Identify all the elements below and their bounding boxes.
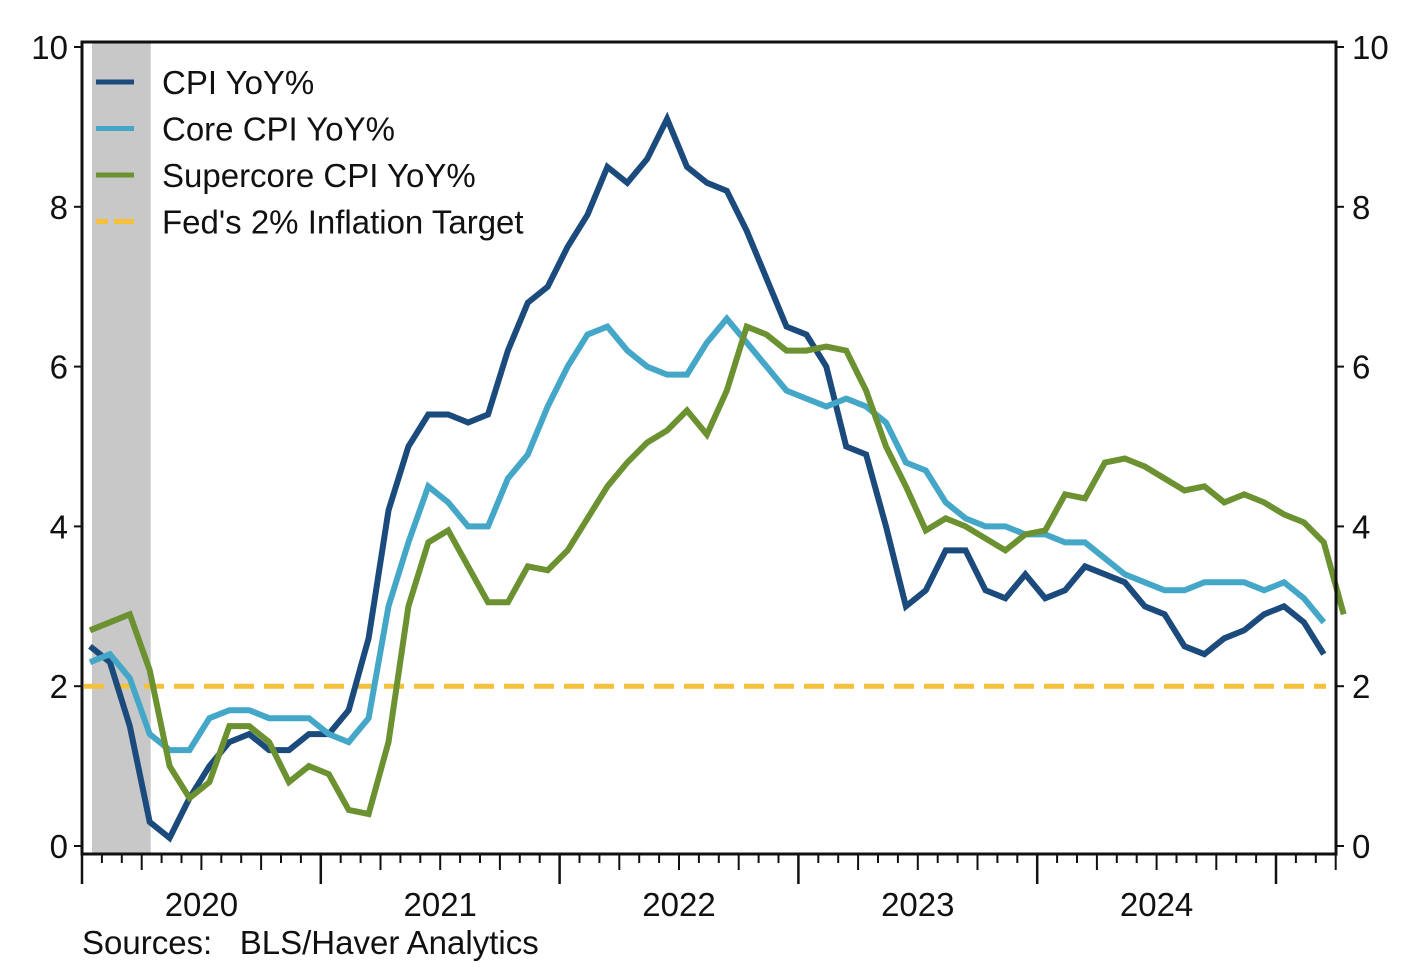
y-tick-label-right: 8: [1352, 189, 1370, 226]
cpi-line: [88, 111, 1327, 843]
y-tick-label-right: 4: [1352, 508, 1370, 545]
recession-shading-layer: [91, 42, 151, 854]
series-layer: [88, 111, 1347, 843]
y-tick-label-left: 4: [50, 508, 68, 545]
legend-label: Supercore CPI YoY%: [162, 157, 476, 194]
legend-item-fed-target: Fed's 2% Inflation Target: [96, 204, 524, 241]
legend-label: CPI YoY%: [162, 64, 314, 101]
x-year-label: 2023: [881, 886, 954, 923]
x-year-label: 2021: [403, 886, 476, 923]
legend-item-supercore-cpi: Supercore CPI YoY%: [96, 157, 476, 194]
legend-item-core-cpi: Core CPI YoY%: [96, 111, 395, 148]
x-year-label: 2024: [1120, 886, 1193, 923]
y-tick-label-left: 0: [50, 828, 68, 865]
legend-label: Core CPI YoY%: [162, 111, 395, 148]
y-tick-label-right: 10: [1352, 29, 1389, 66]
y-tick-label-right: 6: [1352, 349, 1370, 386]
legend: CPI YoY% Core CPI YoY% Supercore CPI YoY% F…: [96, 64, 524, 241]
y-tick-label-left: 6: [50, 349, 68, 386]
source-label: Sources:: [82, 924, 213, 961]
y-tick-label-left: 2: [50, 668, 68, 705]
legend-label: Fed's 2% Inflation Target: [162, 204, 524, 241]
axes-layer: 0 0 2 2 4 4 6 6 8 8 10 10 2020 2021 2022 2023 2024: [31, 29, 1388, 923]
recession-shade: [91, 42, 151, 854]
source-text: BLS/Haver Analytics: [239, 924, 539, 961]
plot-frame: [80, 40, 1338, 856]
supercore-cpi-line: [88, 322, 1347, 818]
core-cpi-line: [88, 314, 1327, 754]
y-tick-label-right: 0: [1352, 828, 1370, 865]
y-tick-label-left: 10: [31, 29, 68, 66]
legend-item-cpi: CPI YoY%: [96, 64, 314, 101]
x-year-label: 2020: [165, 886, 238, 923]
x-year-label: 2022: [642, 886, 715, 923]
source-note: Sources: BLS/Haver Analytics: [82, 924, 539, 962]
y-tick-label-left: 8: [50, 189, 68, 226]
y-tick-label-right: 2: [1352, 668, 1370, 705]
